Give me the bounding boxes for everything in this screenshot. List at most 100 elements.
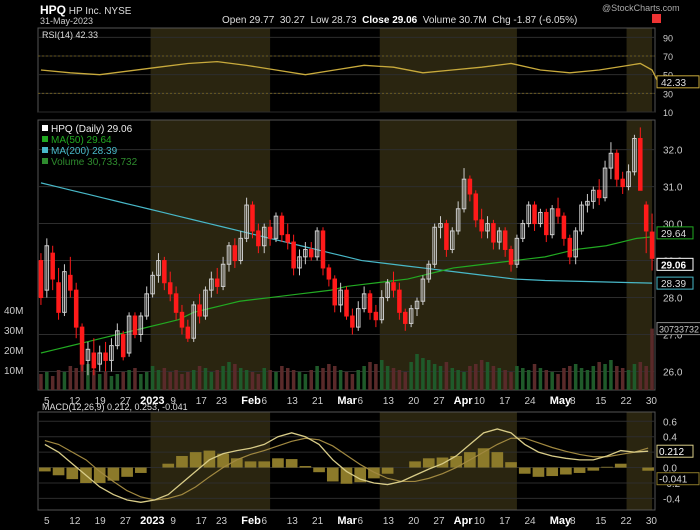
macd-histogram-bar [642,467,654,471]
volume-bar [650,328,654,390]
macd-histogram-bar [436,457,449,468]
company-name: HP Inc. [68,6,102,17]
volume-bar [62,372,67,390]
chart-header: HPQ HP Inc. NYSE 31-May-2023 @StockChart… [0,0,700,28]
candle-body [156,260,161,276]
macd-histogram-bar [450,455,463,468]
price-legend-item: MA(50) 29.64 [51,135,112,146]
volume-bar [215,370,219,390]
volume-bar [615,366,619,390]
macd-line [44,428,649,503]
volume-bar [86,364,90,390]
candle-body [250,204,255,232]
candle-body [115,330,120,347]
volume-bar [180,374,184,390]
x-tick-label: 13 [383,516,395,527]
volume-bar [409,362,413,390]
volume-bar [97,374,102,390]
macd-histogram-bar [272,458,284,468]
macd-value-label: 0.212 [659,447,684,458]
macd-hist-value-label: -0.041 [659,475,688,486]
volume-bar [39,374,43,390]
macd-histogram-bar [368,467,380,479]
volume-bar [50,376,55,390]
volume-bar [262,368,266,390]
macd-histogram-bar [285,459,298,468]
x-tick-label: Apr [454,515,474,527]
x-tick-label: 5 [44,396,50,407]
candle-body [391,282,396,291]
candle-body [126,315,132,354]
x-tick-label: 19 [95,516,107,527]
candle-body [103,352,108,361]
macd-tick-label: 0.6 [663,417,677,428]
volume-bar [250,372,255,390]
volume-bar [379,360,384,390]
candle-body [91,352,97,369]
month-band [626,28,653,112]
candle-body [591,189,596,202]
volume-bar [344,372,349,390]
x-tick-label: 19 [95,396,107,407]
price-tick-label: 32.0 [663,146,683,157]
candle-body [355,308,361,328]
candle-body [273,215,279,239]
macd-signal-line [44,437,649,501]
macd-histogram-bar [135,467,147,473]
price-tick-label: 27.0 [663,331,683,342]
candle-body [502,230,508,250]
volume-bar [591,366,596,390]
candle-body [520,223,526,239]
candle-body [267,226,273,239]
volume-bar [585,370,590,390]
x-tick-label: 12 [69,516,81,527]
close-icon[interactable] [652,14,661,23]
candle-body [602,167,608,199]
x-tick-label: 30 [646,396,658,407]
volume-bar [144,372,149,390]
candle-body [526,204,531,225]
symbol-line: HPQ HP Inc. NYSE [40,3,131,17]
macd-value-box [656,444,694,458]
candle-body [244,204,249,239]
macd-legend: MACD(12,26,9) 0.212, 0.253, -0.041 [42,402,188,412]
volume-bar [503,370,507,390]
candle-body [97,352,102,365]
price-value-label: 28.39 [661,279,686,290]
x-tick-label: 9 [170,516,176,527]
volume-tick-label: 30M [4,326,23,337]
candle-body [191,304,196,339]
volume-bar [285,368,290,390]
macd-histogram-bar [518,467,531,474]
candle-body [291,241,296,269]
macd-histogram-bar [326,467,339,482]
volume-bar [268,370,272,390]
volume-bar [632,364,637,390]
macd-histogram-bar [217,453,229,468]
candle-body [38,260,44,299]
price-legend-item: MA(200) 28.39 [51,146,118,157]
macd-histogram-bar [614,463,627,468]
rsi-value-label: 42.33 [661,78,686,89]
candle-body [561,215,567,239]
volume-bar [403,372,408,390]
candle-body [620,178,625,188]
month-band [150,28,271,112]
chg-label: Chg [492,15,511,26]
candle-body [643,204,649,232]
candle-body [626,171,631,188]
x-tick-label: Mar [337,515,357,527]
x-tick-label: 17 [196,396,208,407]
candle-body [326,267,332,280]
volume-bar [573,364,578,390]
ohlc-line: Open 29.77 30.27 Low 28.73 Close 29.06 V… [222,15,577,26]
candle-body [173,293,179,313]
macd-histogram-bar [121,467,133,477]
x-tick-label: 17 [499,516,511,527]
symbol: HPQ [40,3,67,17]
volume-bar [438,366,443,390]
candle-body [56,282,61,313]
x-tick-label: 13 [287,396,299,407]
candle-body [338,289,343,306]
